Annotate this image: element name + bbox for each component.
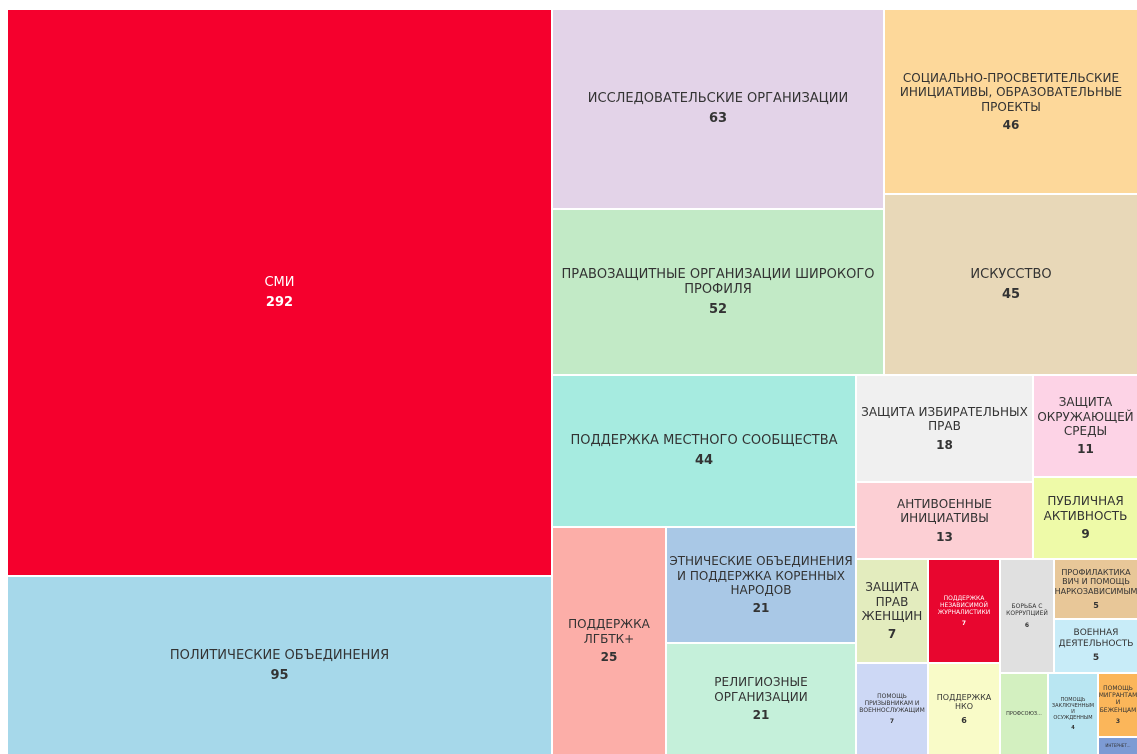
cell-label: БОРЬБА С КОРРУПЦИЕЙ (1006, 603, 1048, 618)
treemap-cell: ИНТЕРНЕТ... (1099, 738, 1137, 754)
cell-value: 63 (708, 111, 728, 126)
cell-label: ИСКУССТВО (970, 266, 1052, 282)
treemap-cell: ИССЛЕДОВАТЕЛЬСКИЕ ОРГАНИЗАЦИИ 63 (553, 10, 883, 208)
cell-value: 6 (1024, 621, 1030, 629)
treemap-cell: ПОДДЕРЖКА МЕСТНОГО СООБЩЕСТВА 44 (553, 376, 855, 526)
cell-value: 11 (1077, 442, 1094, 457)
cell-value: 7 (887, 627, 897, 642)
cell-label: ЭТНИЧЕСКИЕ ОБЪЕДИНЕНИЯ И ПОДДЕРЖКА КОРЕН… (669, 554, 853, 597)
treemap-cell: ПОДДЕРЖКА НКО 6 (929, 664, 999, 754)
treemap-cell: ПРОФИЛАКТИКА ВИЧ И ПОМОЩЬ НАРКОЗАВИСИМЫМ… (1055, 560, 1137, 618)
cell-label: АНТИВОЕННЫЕ ИНИЦИАТИВЫ (896, 496, 992, 526)
treemap-cell: ВОЕННАЯ ДЕЯТЕЛЬНОСТЬ 5 (1055, 620, 1137, 672)
treemap-cell: ПРОФСОЮЗ... (1001, 674, 1047, 754)
cell-value: 18 (936, 437, 953, 452)
cell-value: 44 (694, 453, 714, 468)
cell-label: ПРОФСОЮЗ... (1006, 711, 1042, 717)
treemap-cell: ЗАЩИТА ПРАВ ЖЕНЩИН 7 (857, 560, 927, 662)
cell-label: ПОДДЕРЖКА НЕЗАВИСИМОЙ ЖУРНАЛИСТИКИ (937, 594, 991, 616)
cell-label: ПРОФИЛАКТИКА ВИЧ И ПОМОЩЬ НАРКОЗАВИСИМЫМ (1055, 567, 1137, 596)
cell-value: 6 (961, 715, 967, 725)
treemap-cell: ПОМОЩЬ МИГРАНТАМ И БЕЖЕНЦАМ 3 (1099, 674, 1137, 736)
treemap-cell: БОРЬБА С КОРРУПЦИЕЙ 6 (1001, 560, 1053, 672)
cell-label: ЗАЩИТА ИЗБИРАТЕЛЬНЫХ ПРАВ (861, 404, 1028, 434)
treemap-cell: ПОДДЕРЖКА НЕЗАВИСИМОЙ ЖУРНАЛИСТИКИ 7 (929, 560, 999, 662)
cell-value: 5 (1092, 653, 1100, 664)
cell-label: ПОМОЩЬ ПРИЗЫВНИКАМ И ВОЕННОСЛУЖАЩИМ (859, 692, 925, 714)
treemap-cell: ПРАВОЗАЩИТНЫЕ ОРГАНИЗАЦИИ ШИРОКОГО ПРОФИ… (553, 210, 883, 374)
treemap-cell: СМИ 292 (8, 10, 551, 575)
treemap-cell: СОЦИАЛЬНО-ПРОСВЕТИТЕЛЬСКИЕ ИНИЦИАТИВЫ, О… (885, 10, 1137, 193)
cell-value: 9 (1081, 527, 1090, 542)
cell-value: 25 (600, 650, 618, 665)
cell-label: СМИ (264, 274, 295, 290)
cell-value: 52 (708, 301, 728, 317)
cell-value: 5 (1093, 600, 1099, 610)
cell-value: 3 (1115, 717, 1121, 725)
cell-value: 21 (752, 708, 770, 723)
cell-value: 7 (961, 620, 967, 628)
treemap-cell: ИСКУССТВО 45 (885, 195, 1137, 374)
cell-value: 13 (936, 529, 953, 544)
treemap-cell: ПОМОЩЬ ЗАКЛЮЧЕННЫМ И ОСУЖДЕННЫМ 4 (1049, 674, 1097, 754)
treemap-cell: ПУБЛИЧНАЯ АКТИВНОСТЬ 9 (1034, 478, 1137, 558)
cell-label: ВОЕННАЯ ДЕЯТЕЛЬНОСТЬ (1058, 627, 1134, 649)
treemap-cell: ЗАЩИТА ИЗБИРАТЕЛЬНЫХ ПРАВ 18 (857, 376, 1032, 481)
cell-value: 292 (265, 294, 294, 310)
cell-value: 4 (1071, 725, 1075, 731)
cell-label: ПОДДЕРЖКА ЛГБТК+ (568, 617, 650, 646)
cell-label: СОЦИАЛЬНО-ПРОСВЕТИТЕЛЬСКИЕ ИНИЦИАТИВЫ, О… (899, 70, 1123, 114)
cell-value: 45 (1001, 286, 1021, 302)
cell-label: ПОДДЕРЖКА МЕСТНОГО СООБЩЕСТВА (570, 433, 838, 449)
cell-label: РЕЛИГИОЗНЫЕ ОРГАНИЗАЦИИ (714, 675, 808, 704)
cell-value: 7 (889, 718, 895, 726)
cell-label: ПОДДЕРЖКА НКО (936, 692, 992, 712)
cell-label: ПУБЛИЧНАЯ АКТИВНОСТЬ (1043, 494, 1128, 523)
cell-label: ИНТЕРНЕТ... (1105, 742, 1131, 748)
cell-value: 95 (270, 667, 289, 683)
cell-value: 46 (1002, 117, 1020, 132)
cell-label: ПОМОЩЬ МИГРАНТАМ И БЕЖЕНЦАМ (1099, 685, 1137, 714)
treemap-cell: АНТИВОЕННЫЕ ИНИЦИАТИВЫ 13 (857, 483, 1032, 558)
cell-label: ПРАВОЗАЩИТНЫЕ ОРГАНИЗАЦИИ ШИРОКОГО ПРОФИ… (561, 266, 875, 298)
treemap-cell: ЭТНИЧЕСКИЕ ОБЪЕДИНЕНИЯ И ПОДДЕРЖКА КОРЕН… (667, 528, 855, 642)
cell-label: ИССЛЕДОВАТЕЛЬСКИЕ ОРГАНИЗАЦИИ (587, 91, 849, 107)
cell-label: ЗАЩИТА ПРАВ ЖЕНЩИН (861, 580, 923, 623)
cell-label: ЗАЩИТА ОКРУЖАЮЩЕЙ СРЕДЫ (1037, 395, 1134, 438)
cell-label: ПОЛИТИЧЕСКИЕ ОБЪЕДИНЕНИЯ (169, 647, 390, 663)
treemap-cell: ЗАЩИТА ОКРУЖАЮЩЕЙ СРЕДЫ 11 (1034, 376, 1137, 476)
treemap-cell: ПОДДЕРЖКА ЛГБТК+ 25 (553, 528, 665, 754)
treemap-cell: РЕЛИГИОЗНЫЕ ОРГАНИЗАЦИИ 21 (667, 644, 855, 754)
treemap-cell: ПОЛИТИЧЕСКИЕ ОБЪЕДИНЕНИЯ 95 (8, 577, 551, 754)
treemap-cell: ПОМОЩЬ ПРИЗЫВНИКАМ И ВОЕННОСЛУЖАЩИМ 7 (857, 664, 927, 754)
cell-value: 21 (752, 601, 770, 616)
cell-label: ПОМОЩЬ ЗАКЛЮЧЕННЫМ И ОСУЖДЕННЫМ (1051, 697, 1095, 721)
